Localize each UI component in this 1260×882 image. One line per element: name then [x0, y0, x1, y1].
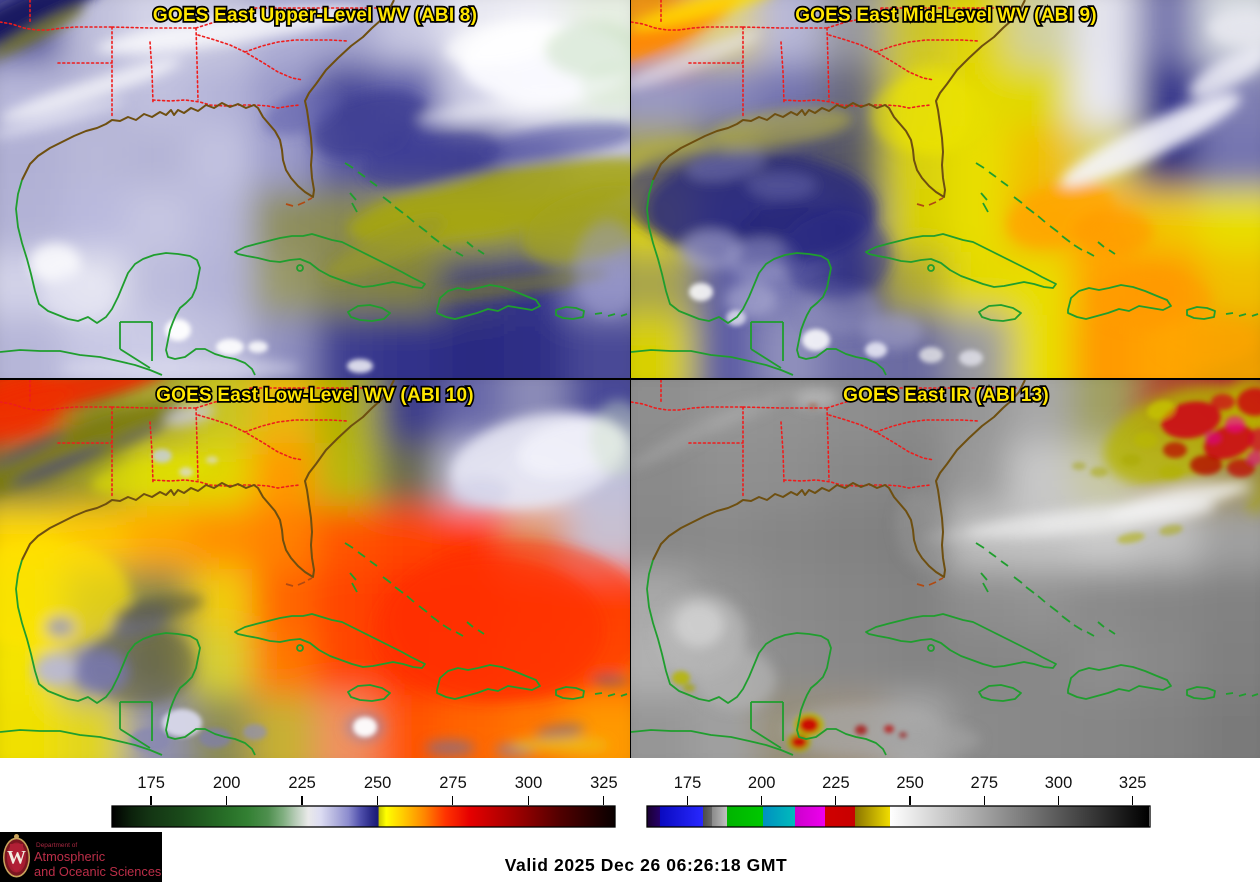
svg-text:GOES East Low-Level WV (ABI 10: GOES East Low-Level WV (ABI 10) — [156, 385, 474, 406]
svg-text:W: W — [7, 848, 26, 869]
svg-text:Department of: Department of — [36, 842, 77, 849]
svg-text:and Oceanic Sciences: and Oceanic Sciences — [34, 864, 161, 879]
svg-text:GOES East Upper-Level WV (ABI: GOES East Upper-Level WV (ABI 8) — [153, 5, 477, 26]
svg-text:GOES East Mid-Level WV (ABI 9): GOES East Mid-Level WV (ABI 9) — [795, 5, 1097, 26]
svg-text:GOES East IR (ABI 13): GOES East IR (ABI 13) — [843, 385, 1049, 406]
svg-text:Atmospheric: Atmospheric — [34, 849, 106, 864]
